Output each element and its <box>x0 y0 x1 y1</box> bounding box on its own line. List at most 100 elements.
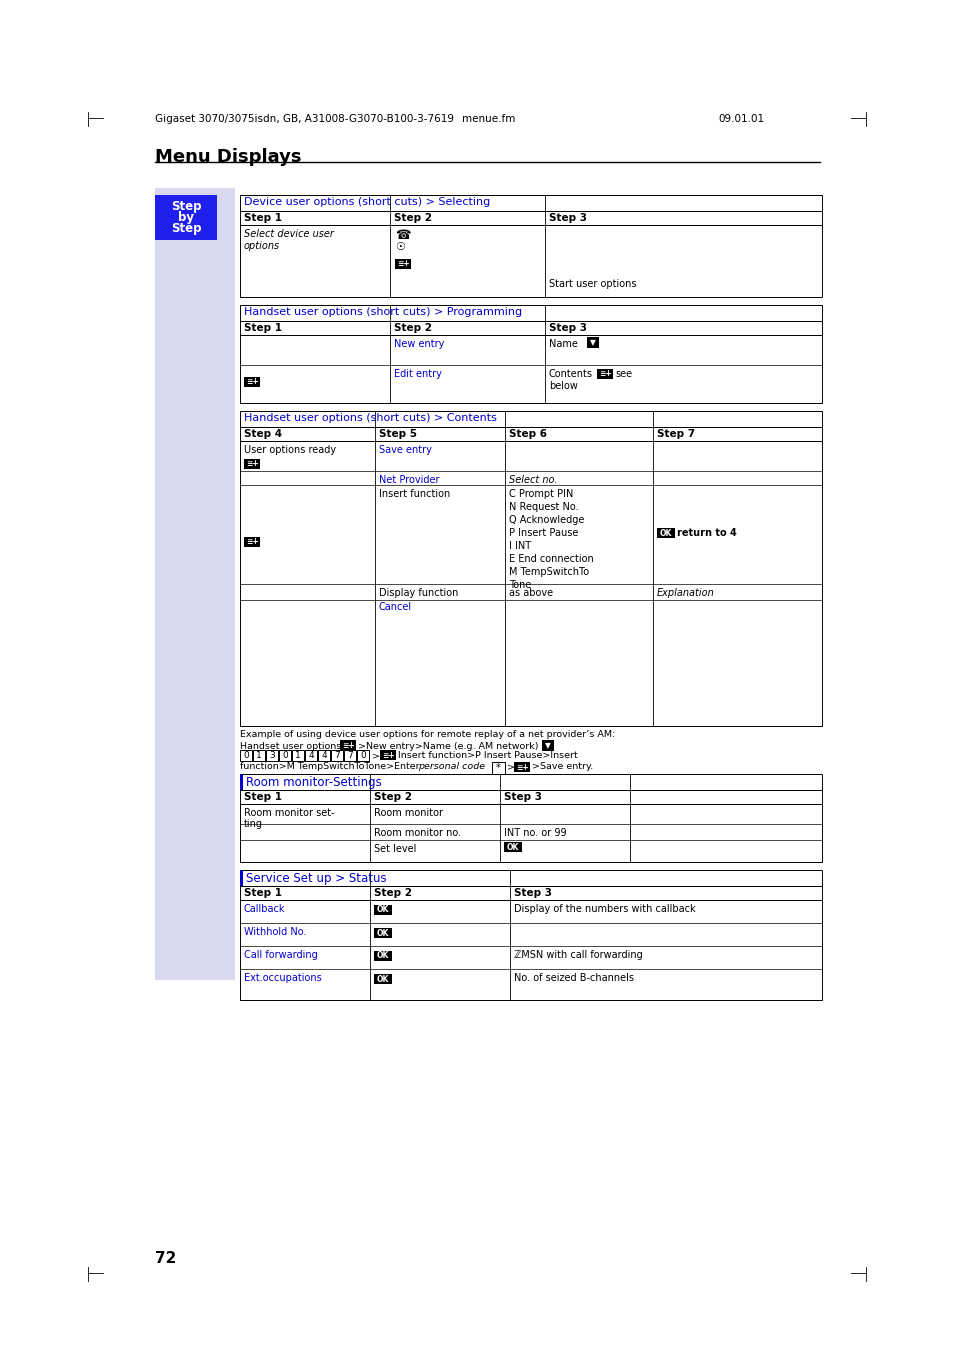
Text: ≡+: ≡+ <box>598 370 611 378</box>
Text: Room monitor set-: Room monitor set- <box>244 808 335 817</box>
Text: Tone: Tone <box>509 580 531 590</box>
Bar <box>240 440 821 725</box>
Text: Room monitor-Settings: Room monitor-Settings <box>246 775 381 789</box>
Text: Step 3: Step 3 <box>548 213 586 223</box>
Text: Insert function>P Insert Pause>Insert: Insert function>P Insert Pause>Insert <box>397 751 578 761</box>
Text: >: > <box>372 751 379 761</box>
Text: 4: 4 <box>308 751 314 761</box>
Text: C Prompt PIN: C Prompt PIN <box>509 489 573 499</box>
Bar <box>244 377 260 386</box>
Text: Handset user options (short cuts) > Programming: Handset user options (short cuts) > Prog… <box>244 307 521 317</box>
Text: OK: OK <box>506 843 518 851</box>
Text: ≡+: ≡+ <box>396 259 409 269</box>
Text: Room monitor: Room monitor <box>374 808 442 817</box>
Text: ℤMSN with call forwarding: ℤMSN with call forwarding <box>514 950 642 961</box>
Text: function>M TempSwitchToTone>Enter: function>M TempSwitchToTone>Enter <box>240 762 419 771</box>
Text: Display of the numbers with callback: Display of the numbers with callback <box>514 904 695 915</box>
Text: OK: OK <box>376 951 389 961</box>
Text: Step 2: Step 2 <box>394 323 432 332</box>
Bar <box>154 195 216 240</box>
Text: Gigaset 3070/3075isdn, GB, A31008-G3070-B100-3-7619: Gigaset 3070/3075isdn, GB, A31008-G3070-… <box>154 113 454 124</box>
Bar <box>317 750 330 761</box>
Text: Save entry: Save entry <box>378 444 432 455</box>
Text: P Insert Pause: P Insert Pause <box>509 528 578 538</box>
Text: ≡+: ≡+ <box>246 377 258 386</box>
Bar <box>305 750 316 761</box>
Text: Select device user: Select device user <box>244 230 334 239</box>
Text: Step 5: Step 5 <box>378 430 416 439</box>
Text: Insert function: Insert function <box>378 489 450 499</box>
Bar <box>240 335 821 403</box>
Text: OK: OK <box>376 974 389 984</box>
Text: 7: 7 <box>347 751 353 761</box>
Text: see: see <box>615 369 632 380</box>
Bar <box>240 774 821 790</box>
Text: as above: as above <box>509 588 553 598</box>
Text: return to 4: return to 4 <box>677 528 736 538</box>
Bar <box>240 804 821 862</box>
Text: Net Provider: Net Provider <box>378 476 439 485</box>
Text: Display function: Display function <box>378 588 457 598</box>
Text: Handset user options (short cuts) > Contents: Handset user options (short cuts) > Cont… <box>244 413 497 423</box>
Text: >Save entry.: >Save entry. <box>532 762 593 771</box>
Text: below: below <box>548 381 578 390</box>
Text: ≡+: ≡+ <box>381 751 394 759</box>
Bar <box>586 336 598 349</box>
Text: >New entry>Name (e.g. AM network): >New entry>Name (e.g. AM network) <box>357 742 537 751</box>
Text: menue.fm: menue.fm <box>461 113 515 124</box>
Bar <box>344 750 355 761</box>
Bar <box>240 211 821 226</box>
Text: Step 3: Step 3 <box>503 792 541 802</box>
Text: Explanation: Explanation <box>657 588 714 598</box>
Bar <box>240 886 821 900</box>
Bar <box>278 750 291 761</box>
Text: Ext.occupations: Ext.occupations <box>244 973 321 984</box>
Bar <box>253 750 265 761</box>
Text: Withhold No.: Withhold No. <box>244 927 306 938</box>
Bar <box>240 427 821 440</box>
Text: Step: Step <box>171 200 201 213</box>
Text: Name: Name <box>548 339 578 349</box>
Text: Callback: Callback <box>244 904 285 915</box>
Text: Device user options (short cuts) > Selecting: Device user options (short cuts) > Selec… <box>244 197 490 207</box>
Text: options: options <box>244 240 280 251</box>
Text: ting: ting <box>244 819 263 830</box>
Bar <box>240 305 821 322</box>
Text: E End connection: E End connection <box>509 554 593 563</box>
Text: Example of using device user options for remote replay of a net provider’s AM:: Example of using device user options for… <box>240 730 615 739</box>
Text: Menu Displays: Menu Displays <box>154 149 301 166</box>
Text: 0: 0 <box>359 751 366 761</box>
Text: Edit entry: Edit entry <box>394 369 441 380</box>
Bar <box>657 528 675 538</box>
Text: Step 1: Step 1 <box>244 792 282 802</box>
Text: User options ready: User options ready <box>244 444 335 455</box>
Text: Cancel: Cancel <box>378 603 412 612</box>
Text: Room monitor no.: Room monitor no. <box>374 828 460 838</box>
Text: Step 4: Step 4 <box>244 430 282 439</box>
Text: Step: Step <box>171 222 201 235</box>
Bar <box>154 188 234 979</box>
Text: 09.01.01: 09.01.01 <box>718 113 763 124</box>
Bar <box>240 790 821 804</box>
Bar <box>240 411 821 427</box>
Text: N Request No.: N Request No. <box>509 503 578 512</box>
Text: Start user options: Start user options <box>548 280 636 289</box>
Text: 3: 3 <box>269 751 274 761</box>
Bar <box>339 740 355 750</box>
Bar <box>292 750 304 761</box>
Text: Step 2: Step 2 <box>374 792 412 802</box>
Text: M TempSwitchTo: M TempSwitchTo <box>509 567 589 577</box>
Text: OK: OK <box>659 528 672 538</box>
Text: OK: OK <box>376 905 389 915</box>
Bar <box>356 750 369 761</box>
Bar <box>240 226 821 297</box>
Text: No. of seized B-channels: No. of seized B-channels <box>514 973 634 984</box>
Text: ▼: ▼ <box>544 740 551 750</box>
Text: Step 2: Step 2 <box>374 888 412 898</box>
Text: 0: 0 <box>282 751 288 761</box>
Text: Contents: Contents <box>548 369 593 380</box>
Text: 72: 72 <box>154 1251 176 1266</box>
Bar <box>240 870 243 886</box>
Text: Set level: Set level <box>374 844 416 854</box>
Text: *: * <box>496 763 500 773</box>
